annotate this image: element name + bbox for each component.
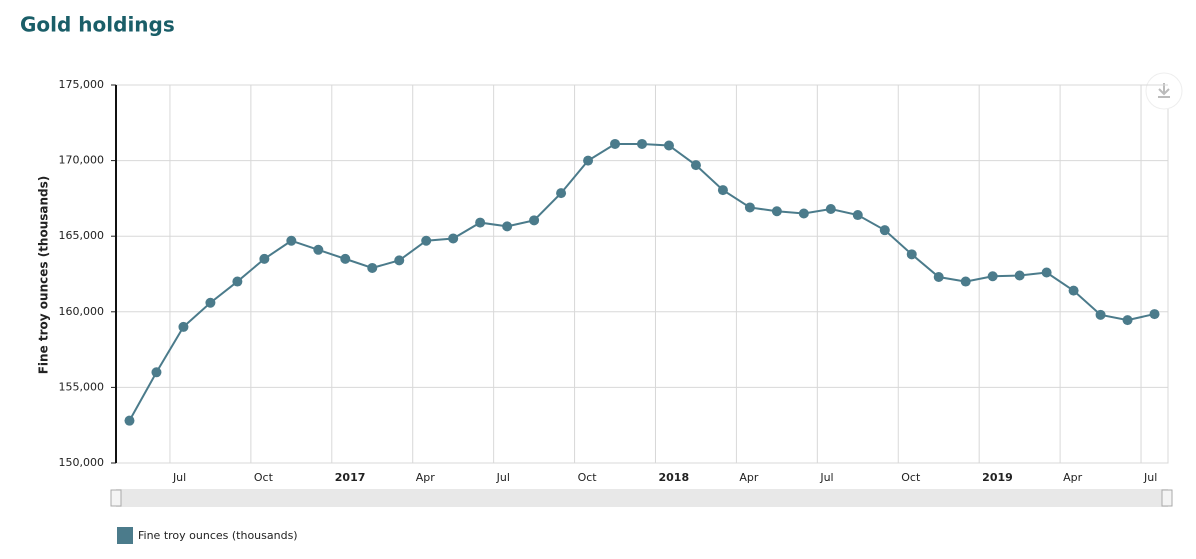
data-point xyxy=(987,271,998,282)
data-point xyxy=(367,262,378,273)
legend[interactable]: Fine troy ounces (thousands) xyxy=(117,527,298,544)
data-point xyxy=(1122,315,1133,326)
data-point xyxy=(502,221,513,232)
x-tick-label: Jul xyxy=(496,471,510,484)
data-point xyxy=(232,276,243,287)
data-point xyxy=(475,217,486,228)
data-point xyxy=(637,138,647,149)
data-point xyxy=(825,203,836,214)
data-point xyxy=(556,188,567,199)
y-axis-title: Fine troy ounces (thousands) xyxy=(37,176,51,375)
data-point xyxy=(690,160,701,171)
data-point xyxy=(421,235,432,246)
data-point xyxy=(960,276,971,287)
data-point xyxy=(933,272,944,283)
y-tick-label: 160,000 xyxy=(59,305,105,318)
x-tick-label: 2018 xyxy=(658,471,689,484)
data-point xyxy=(394,255,405,266)
data-point xyxy=(1095,309,1106,320)
legend-label[interactable]: Fine troy ounces (thousands) xyxy=(138,529,298,542)
navigator-handle[interactable] xyxy=(1161,489,1173,507)
x-tick-label: Apr xyxy=(416,471,436,484)
data-point xyxy=(178,321,189,332)
data-point xyxy=(205,297,216,308)
data-point xyxy=(286,235,297,246)
x-tick-label: Jul xyxy=(1143,471,1157,484)
data-point xyxy=(852,210,863,221)
navigator-handle[interactable] xyxy=(110,489,122,507)
navigator-track[interactable] xyxy=(116,489,1168,507)
data-point xyxy=(744,202,755,213)
data-point xyxy=(1041,267,1052,278)
data-point xyxy=(313,244,324,255)
data-point xyxy=(663,140,674,151)
data-point xyxy=(340,253,351,264)
data-point xyxy=(448,233,459,244)
data-point xyxy=(1149,309,1160,320)
data-point xyxy=(124,415,135,426)
y-tick-label: 170,000 xyxy=(59,154,105,167)
y-tick-label: 175,000 xyxy=(59,78,105,91)
x-tick-label: Oct xyxy=(901,471,921,484)
y-tick-label: 165,000 xyxy=(59,229,105,242)
x-tick-label: Apr xyxy=(739,471,759,484)
download-button[interactable] xyxy=(1145,72,1183,110)
data-point xyxy=(1068,285,1079,296)
data-point xyxy=(771,206,782,217)
data-point xyxy=(1014,270,1025,281)
legend-swatch[interactable] xyxy=(117,527,133,544)
x-tick-label: Oct xyxy=(254,471,274,484)
data-point xyxy=(906,249,917,260)
y-tick-label: 150,000 xyxy=(59,456,105,469)
chart-title: Gold holdings xyxy=(20,13,175,37)
navigator[interactable] xyxy=(110,489,1173,507)
x-tick-label: 2017 xyxy=(335,471,366,484)
data-point xyxy=(610,138,621,149)
data-point xyxy=(717,185,728,196)
data-point xyxy=(529,215,540,226)
series-line xyxy=(128,142,1155,422)
x-tick-label: Oct xyxy=(578,471,598,484)
data-point xyxy=(798,208,809,219)
x-tick-label: Apr xyxy=(1063,471,1083,484)
data-point xyxy=(151,367,162,378)
y-tick-label: 155,000 xyxy=(59,380,105,393)
data-point xyxy=(879,225,890,236)
x-tick-label: Jul xyxy=(819,471,833,484)
x-tick-label: 2019 xyxy=(982,471,1013,484)
x-tick-label: Jul xyxy=(172,471,186,484)
data-point xyxy=(583,155,594,166)
data-point xyxy=(259,253,270,264)
